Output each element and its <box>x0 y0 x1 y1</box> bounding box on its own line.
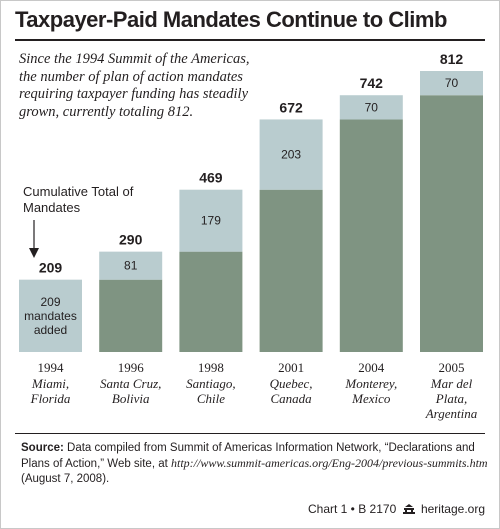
location-label: Monterey, <box>344 376 397 391</box>
location-label: Argentina <box>425 406 478 421</box>
new-mandates-label: 70 <box>445 76 459 90</box>
bar-segment-previous <box>259 189 323 352</box>
year-label: 2004 <box>358 360 385 375</box>
year-label: 1998 <box>198 360 224 375</box>
chart-title: Taxpayer-Paid Mandates Continue to Climb <box>15 7 447 32</box>
bar-segment-new <box>339 95 403 120</box>
bar-segment-previous <box>99 279 163 352</box>
new-mandates-label: 179 <box>201 214 221 228</box>
legend-label: Cumulative Total of Mandates <box>23 184 134 215</box>
new-mandates-label: 203 <box>281 148 301 162</box>
source-url: http://www.summit-americas.org/Eng-2004/… <box>171 456 488 470</box>
bar-segment-previous <box>339 119 403 352</box>
new-mandates-label: added <box>34 323 67 337</box>
bar-segment-new <box>179 189 243 252</box>
total-label: 742 <box>360 75 384 91</box>
location-label: Quebec, <box>270 376 313 391</box>
location-label: Santa Cruz, <box>100 376 161 391</box>
title-rule <box>15 39 485 41</box>
chart-number: Chart 1 • B 2170 <box>308 502 397 516</box>
source-heading: Source: <box>21 442 64 454</box>
bar-segment-previous <box>420 95 483 353</box>
total-label: 469 <box>199 170 223 186</box>
source-rule <box>15 433 485 434</box>
chart-subtitle: Since the 1994 Summit of the Americas, t… <box>19 51 250 120</box>
total-label: 209 <box>39 260 63 276</box>
total-label: 672 <box>279 99 303 115</box>
location-label: Mar del <box>430 376 473 391</box>
bar-segment-new <box>420 71 483 96</box>
location-label: Canada <box>271 391 313 406</box>
location-label: Plata, <box>435 391 467 406</box>
bar-segment-new <box>259 119 323 190</box>
source-note: Source: Data compiled from Summit of Ame… <box>21 441 491 487</box>
down-arrow-icon <box>29 220 39 258</box>
source-text: Data compiled from Summit of Americas In… <box>21 442 475 470</box>
location-label: Bolivia <box>112 391 150 406</box>
total-label: 812 <box>440 51 464 67</box>
bar-segment-new <box>19 279 82 352</box>
chart-credit: Chart 1 • B 2170 heritage.org <box>308 502 485 516</box>
year-label: 2005 <box>439 360 465 375</box>
bar-segment-previous <box>179 251 243 352</box>
new-mandates-label: 81 <box>124 259 138 273</box>
location-label: Florida <box>30 391 71 406</box>
new-mandates-label: 209 <box>40 295 60 309</box>
location-label: Miami, <box>31 376 69 391</box>
heritage-bell-icon <box>402 504 415 514</box>
new-mandates-label: mandates <box>24 309 77 323</box>
location-label: Chile <box>197 391 225 406</box>
new-mandates-label: 70 <box>365 100 379 114</box>
bar-segment-new <box>99 251 163 280</box>
year-label: 1994 <box>38 360 65 375</box>
year-label: 2001 <box>278 360 304 375</box>
location-label: Mexico <box>351 391 391 406</box>
credit-site: heritage.org <box>420 502 485 516</box>
total-label: 290 <box>119 232 143 248</box>
location-label: Santiago, <box>186 376 235 391</box>
bar-chart: 209mandatesadded2091994Miami,Florida8129… <box>19 51 483 421</box>
source-date: (August 7, 2008). <box>21 473 110 485</box>
year-label: 1996 <box>118 360 145 375</box>
